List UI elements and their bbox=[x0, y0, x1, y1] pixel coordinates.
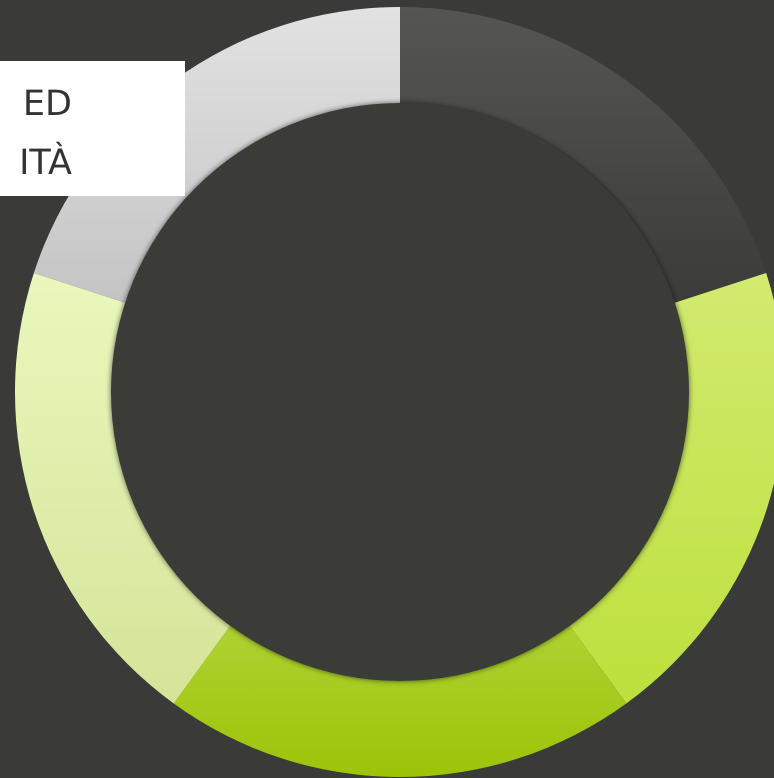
ring-segment bbox=[173, 618, 627, 777]
label-line: ITÀ bbox=[19, 141, 72, 183]
label-line: ED bbox=[23, 84, 72, 124]
ring-segment bbox=[400, 7, 767, 306]
label-background bbox=[0, 61, 185, 196]
ring-segment bbox=[33, 7, 401, 306]
label-box: ED ITÀ bbox=[0, 61, 185, 196]
ring-segment bbox=[14, 273, 236, 704]
donut-hole bbox=[111, 103, 689, 681]
